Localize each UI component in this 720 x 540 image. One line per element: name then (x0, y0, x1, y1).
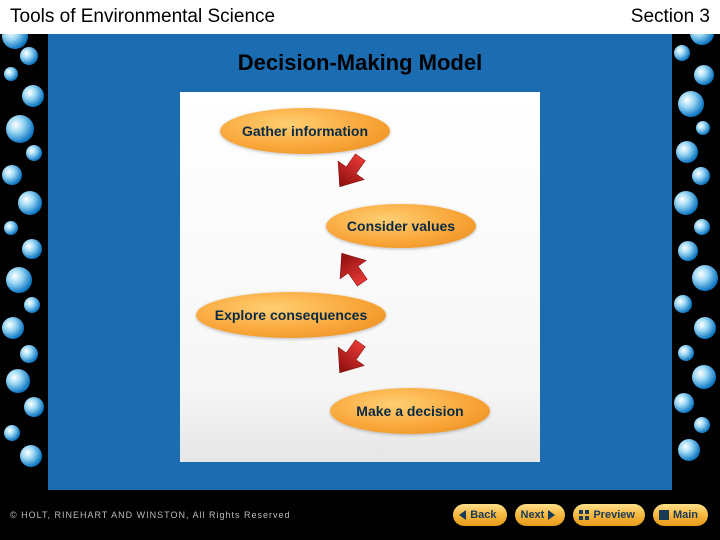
triangle-right-icon (548, 510, 555, 520)
triangle-left-icon (459, 510, 466, 520)
slide-title: Decision-Making Model (48, 50, 672, 76)
flow-arrow-3 (322, 330, 378, 386)
flow-step-4: Make a decision (330, 388, 490, 434)
section-label: Section 3 (631, 6, 710, 28)
next-button[interactable]: Next (515, 504, 566, 526)
main-label: Main (673, 509, 698, 521)
flow-arrow-2 (324, 240, 380, 296)
preview-button[interactable]: Preview (573, 504, 645, 526)
preview-label: Preview (593, 509, 635, 521)
copyright-text: © HOLT, RINEHART AND WINSTON, All Rights… (10, 510, 453, 520)
decision-model-diagram: Gather information Consider values Explore… (180, 92, 540, 462)
next-label: Next (521, 509, 545, 521)
back-button[interactable]: Back (453, 504, 506, 526)
preview-icon (579, 510, 589, 520)
back-label: Back (470, 509, 496, 521)
bubble-border-right (672, 15, 720, 510)
nav-button-group: Back Next Preview Main (453, 504, 708, 526)
header-bar: Tools of Environmental Science Section 3 (0, 0, 720, 34)
slide-body: Decision-Making Model Gather information… (48, 34, 672, 490)
chapter-title: Tools of Environmental Science (10, 6, 275, 28)
bubble-border-left (0, 15, 48, 510)
flow-step-3: Explore consequences (196, 292, 386, 338)
main-icon (659, 510, 669, 520)
footer-bar: © HOLT, RINEHART AND WINSTON, All Rights… (0, 490, 720, 540)
main-button[interactable]: Main (653, 504, 708, 526)
flow-step-1: Gather information (220, 108, 390, 154)
flow-step-2: Consider values (326, 204, 476, 248)
